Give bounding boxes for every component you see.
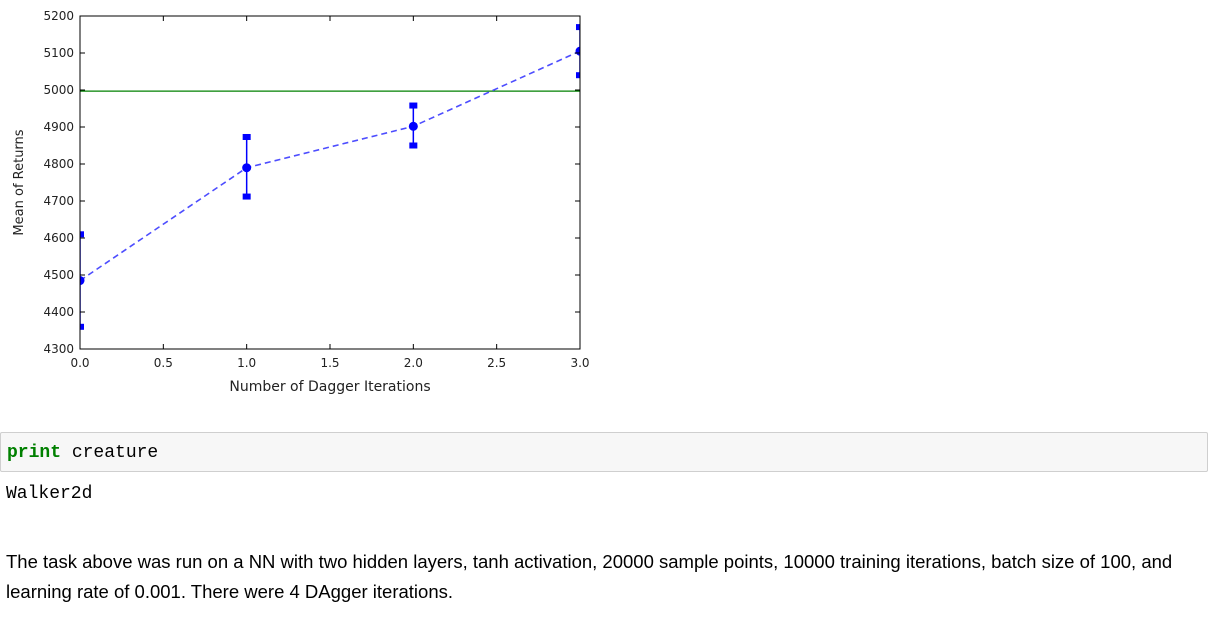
y-tick-label: 4300 (43, 342, 74, 356)
plot-frame (79, 15, 581, 350)
y-tick-label: 4700 (43, 194, 74, 208)
chart: 0.0 0.5 1.0 1.5 2.0 2.5 3.0 4300 4400 4500 4600 470… (12, 9, 590, 395)
y-tick-label: 4400 (43, 305, 74, 319)
error-cap-bottom (242, 193, 251, 200)
y-tick-label: 5200 (43, 9, 74, 23)
y-tick-label: 5000 (43, 83, 74, 97)
x-tick-label: 0.5 (154, 356, 173, 370)
x-tick-label: 2.0 (404, 356, 423, 370)
error-cap-bottom (409, 142, 418, 149)
x-axis-label: Number of Dagger Iterations (229, 379, 430, 395)
y-axis-label: Mean of Returns (12, 129, 27, 235)
error-cap-top (242, 133, 251, 140)
x-tick-label: 2.5 (487, 356, 506, 370)
code-text: creature (61, 443, 159, 463)
x-tick-label: 1.0 (237, 356, 256, 370)
y-tick-label: 4600 (43, 231, 74, 245)
x-tick-label: 0.0 (70, 356, 89, 370)
data-point (242, 163, 252, 173)
data-point (80, 276, 85, 286)
code-line: print creature (7, 443, 158, 463)
y-tick-label: 5100 (43, 46, 74, 60)
y-tick-label: 4900 (43, 120, 74, 134)
error-cap-bottom (80, 323, 84, 330)
y-tick-label: 4500 (43, 268, 74, 282)
cell-output: Walker2d (6, 484, 93, 504)
plot-area (80, 24, 580, 330)
error-cap-bottom (576, 72, 580, 79)
error-cap-top (576, 24, 580, 31)
series-line (80, 50, 580, 282)
description-paragraph: The task above was run on a NN with two … (6, 551, 1173, 602)
code-keyword: print (7, 443, 62, 463)
x-tick-label: 3.0 (570, 356, 589, 370)
error-cap-top (80, 231, 84, 238)
code-cell[interactable]: print creature (0, 432, 1208, 472)
x-tick-label: 1.5 (320, 356, 339, 370)
y-tick-label: 4800 (43, 157, 74, 171)
error-cap-top (409, 102, 418, 109)
data-point (408, 121, 418, 131)
